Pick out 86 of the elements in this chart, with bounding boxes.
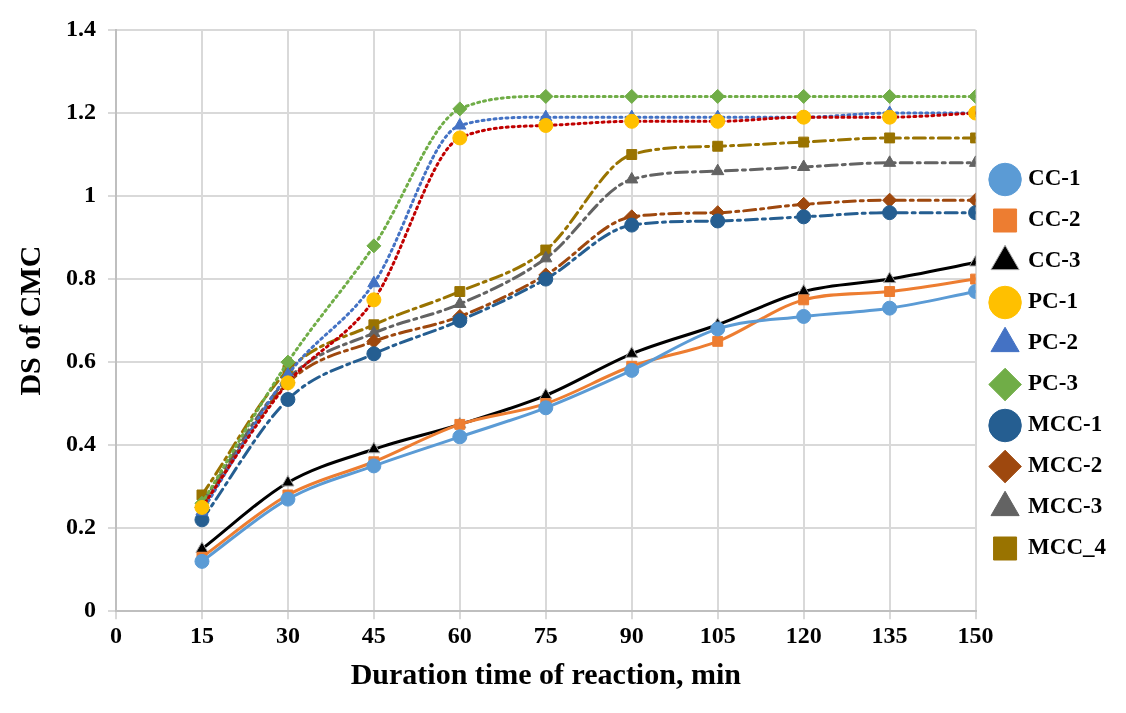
point (796, 308, 812, 324)
point (710, 113, 726, 129)
point (367, 441, 381, 454)
point (712, 140, 724, 152)
y-tick-label: 1.4 (66, 15, 96, 42)
legend-label: MCC-1 (1028, 411, 1103, 437)
point (366, 292, 382, 308)
y-tick-label: 0.6 (66, 347, 96, 374)
y-tick-label: 0.2 (66, 513, 96, 540)
y-tick-label: 0 (84, 596, 96, 623)
y-tick-label: 1 (84, 181, 96, 208)
x-tick-label: 105 (699, 621, 736, 648)
point (625, 171, 639, 184)
point (538, 400, 554, 416)
x-tick-label: 45 (361, 621, 386, 648)
point (797, 159, 811, 171)
point (712, 335, 724, 347)
point (798, 136, 810, 148)
point (453, 117, 467, 130)
point (625, 346, 639, 358)
point (710, 321, 726, 337)
point (367, 275, 381, 288)
legend-label: PC-2 (1028, 329, 1078, 355)
point (882, 300, 898, 316)
point (280, 354, 296, 370)
point (882, 88, 898, 104)
point (453, 296, 467, 308)
point (883, 271, 897, 284)
point (882, 109, 898, 125)
point (195, 541, 209, 553)
x-tick-label: 0 (110, 621, 122, 648)
point (452, 429, 468, 445)
point (452, 130, 468, 146)
point (452, 313, 468, 329)
legend-label: PC-3 (1028, 370, 1078, 396)
point (884, 132, 896, 144)
point (452, 101, 468, 117)
legend-label: CC-2 (1028, 206, 1081, 232)
point (882, 192, 898, 208)
point (538, 271, 554, 287)
point (624, 113, 640, 129)
y-axis-title: DS of CMC (12, 245, 46, 396)
x-tick-label: 60 (447, 621, 472, 648)
point (884, 286, 896, 297)
legend-label: MCC-3 (1028, 493, 1103, 519)
point (366, 458, 382, 474)
point (626, 149, 638, 160)
point (539, 250, 553, 263)
y-tick-label: 0.8 (66, 264, 96, 291)
point (281, 475, 295, 487)
x-tick-label: 120 (785, 621, 822, 648)
legend-label: MCC_4 (1028, 534, 1107, 560)
point (796, 209, 812, 225)
point (624, 88, 640, 104)
x-tick-label: 75 (533, 621, 558, 648)
point (280, 491, 296, 507)
point (796, 196, 812, 212)
point (366, 333, 382, 349)
point (710, 213, 726, 229)
point (454, 286, 466, 297)
y-tick-label: 0.4 (66, 430, 96, 457)
legend-label: CC-3 (1028, 247, 1081, 273)
x-tick-label: 90 (619, 621, 644, 648)
point (711, 163, 725, 176)
point (882, 205, 898, 221)
x-tick-label: 15 (189, 621, 214, 648)
point (538, 117, 554, 133)
legend-label: MCC-2 (1028, 452, 1103, 478)
point (710, 88, 726, 104)
point (798, 294, 810, 306)
x-tick-label: 135 (871, 621, 908, 648)
point (796, 88, 812, 104)
point (538, 88, 554, 104)
legend-label: PC-1 (1028, 288, 1078, 314)
x-tick-label: 30 (275, 621, 300, 648)
point (280, 391, 296, 407)
point (624, 362, 640, 378)
point (194, 553, 210, 569)
point (366, 346, 382, 362)
legend-label: CC-1 (1028, 165, 1081, 191)
point (883, 155, 897, 167)
point (366, 238, 382, 254)
y-tick-label: 1.2 (66, 98, 96, 125)
point (624, 217, 640, 233)
x-tick-label: 150 (957, 621, 994, 648)
x-axis-title: Duration time of reaction, min (350, 656, 742, 690)
